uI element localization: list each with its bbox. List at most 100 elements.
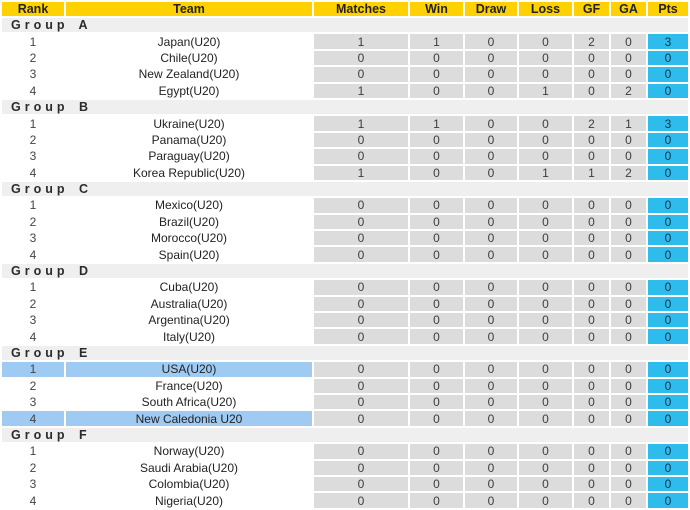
draw-cell: 0	[465, 378, 517, 393]
team-name-cell: Chile(U20)	[66, 50, 312, 66]
pts-cell: 0	[648, 247, 688, 262]
ga-cell: 0	[611, 198, 646, 213]
win-cell: 0	[410, 132, 463, 148]
ga-cell: 2	[611, 83, 646, 98]
win-cell: 0	[410, 149, 463, 164]
draw-cell: 0	[465, 165, 517, 180]
team-name-cell: South Africa(U20)	[66, 394, 312, 410]
matches-cell: 0	[314, 67, 408, 82]
column-header-matches: Matches	[314, 2, 408, 16]
rank-cell: 3	[2, 67, 64, 82]
column-header-loss: Loss	[519, 2, 572, 16]
group-header-row: Group E	[2, 345, 688, 361]
rank-cell: 4	[2, 247, 64, 262]
loss-cell: 0	[519, 149, 572, 164]
ga-cell: 0	[611, 476, 646, 492]
rank-cell: 3	[2, 231, 64, 246]
rank-cell: 3	[2, 476, 64, 492]
gf-cell: 0	[574, 493, 609, 508]
ga-cell: 0	[611, 329, 646, 344]
pts-cell: 0	[648, 214, 688, 230]
matches-cell: 0	[314, 362, 408, 377]
group-label: Group E	[2, 345, 688, 361]
gf-cell: 0	[574, 313, 609, 328]
win-cell: 0	[410, 493, 463, 508]
win-cell: 0	[410, 214, 463, 230]
win-cell: 0	[410, 329, 463, 344]
pts-cell: 0	[648, 67, 688, 82]
team-name-cell: Ukraine(U20)	[66, 116, 312, 131]
group-header-row: Group F	[2, 427, 688, 443]
draw-cell: 0	[465, 50, 517, 66]
pts-cell: 0	[648, 411, 688, 426]
matches-cell: 0	[314, 329, 408, 344]
team-name-cell: Paraguay(U20)	[66, 149, 312, 164]
pts-cell: 0	[648, 296, 688, 312]
win-cell: 0	[410, 362, 463, 377]
loss-cell: 1	[519, 165, 572, 180]
win-cell: 0	[410, 411, 463, 426]
loss-cell: 0	[519, 362, 572, 377]
pts-cell: 0	[648, 280, 688, 295]
rank-cell: 1	[2, 444, 64, 459]
loss-cell: 0	[519, 329, 572, 344]
column-header-team: Team	[66, 2, 312, 16]
team-row: 1 Norway(U20) 0 0 0 0 0 0 0	[2, 444, 688, 459]
rank-cell: 1	[2, 280, 64, 295]
ga-cell: 0	[611, 34, 646, 49]
team-name-cell: Spain(U20)	[66, 247, 312, 262]
team-name-cell: Argentina(U20)	[66, 313, 312, 328]
team-name-cell: Morocco(U20)	[66, 231, 312, 246]
team-name-cell: USA(U20)	[66, 362, 312, 377]
ga-cell: 0	[611, 378, 646, 393]
team-row: 4 Italy(U20) 0 0 0 0 0 0 0	[2, 329, 688, 344]
ga-cell: 0	[611, 444, 646, 459]
loss-cell: 0	[519, 50, 572, 66]
matches-cell: 1	[314, 116, 408, 131]
pts-cell: 0	[648, 493, 688, 508]
gf-cell: 2	[574, 116, 609, 131]
ga-cell: 0	[611, 313, 646, 328]
draw-cell: 0	[465, 296, 517, 312]
draw-cell: 0	[465, 493, 517, 508]
win-cell: 1	[410, 116, 463, 131]
rank-cell: 4	[2, 411, 64, 426]
win-cell: 0	[410, 313, 463, 328]
pts-cell: 0	[648, 444, 688, 459]
group-label: Group C	[2, 181, 688, 197]
matches-cell: 0	[314, 313, 408, 328]
gf-cell: 0	[574, 329, 609, 344]
matches-cell: 0	[314, 411, 408, 426]
team-row: 2 Australia(U20) 0 0 0 0 0 0 0	[2, 296, 688, 312]
team-row: 3 Paraguay(U20) 0 0 0 0 0 0 0	[2, 149, 688, 164]
loss-cell: 0	[519, 296, 572, 312]
matches-cell: 1	[314, 34, 408, 49]
team-name-cell: New Caledonia U20	[66, 411, 312, 426]
rank-cell: 1	[2, 362, 64, 377]
draw-cell: 0	[465, 116, 517, 131]
rank-cell: 4	[2, 83, 64, 98]
group-label: Group A	[2, 18, 688, 33]
team-row: 2 Chile(U20) 0 0 0 0 0 0 0	[2, 50, 688, 66]
win-cell: 0	[410, 198, 463, 213]
pts-cell: 0	[648, 132, 688, 148]
gf-cell: 0	[574, 280, 609, 295]
team-name-cell: France(U20)	[66, 378, 312, 393]
team-row: 3 Argentina(U20) 0 0 0 0 0 0 0	[2, 313, 688, 328]
win-cell: 0	[410, 394, 463, 410]
column-header-ga: GA	[611, 2, 646, 16]
team-name-cell: New Zealand(U20)	[66, 67, 312, 82]
gf-cell: 0	[574, 476, 609, 492]
column-header-win: Win	[410, 2, 463, 16]
matches-cell: 0	[314, 394, 408, 410]
draw-cell: 0	[465, 198, 517, 213]
ga-cell: 0	[611, 149, 646, 164]
pts-cell: 0	[648, 198, 688, 213]
group-header-row: Group D	[2, 263, 688, 279]
pts-cell: 0	[648, 231, 688, 246]
team-row: 2 Saudi Arabia(U20) 0 0 0 0 0 0 0	[2, 460, 688, 475]
pts-cell: 0	[648, 50, 688, 66]
ga-cell: 0	[611, 132, 646, 148]
gf-cell: 0	[574, 296, 609, 312]
